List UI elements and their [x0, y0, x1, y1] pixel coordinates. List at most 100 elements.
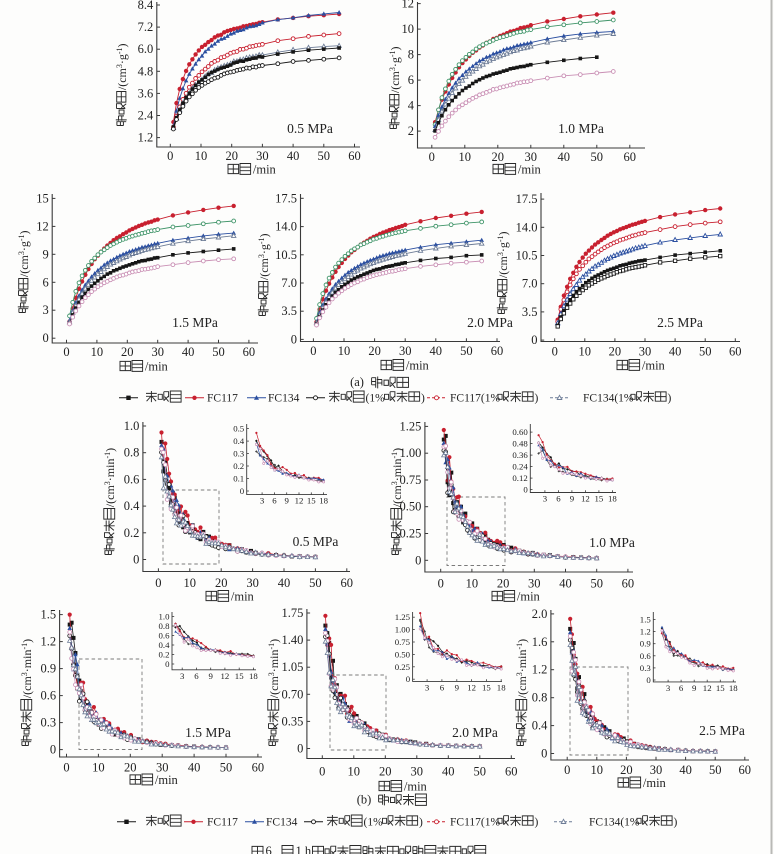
- svg-text:/(cm3·g-1): /(cm3·g-1): [17, 230, 31, 277]
- svg-text:9: 9: [455, 682, 460, 692]
- svg-text:8: 8: [408, 48, 414, 62]
- svg-text:12: 12: [703, 683, 712, 693]
- svg-text:40: 40: [287, 149, 300, 163]
- svg-text:10: 10: [184, 576, 197, 590]
- svg-text:50: 50: [699, 345, 712, 359]
- svg-text:4.8: 4.8: [138, 64, 154, 78]
- svg-text:6: 6: [556, 494, 561, 504]
- svg-text:0.5 MPa: 0.5 MPa: [293, 534, 339, 549]
- svg-text:30: 30: [650, 763, 663, 777]
- svg-text:10: 10: [195, 149, 208, 163]
- svg-text:6.0: 6.0: [138, 42, 154, 56]
- svg-text:9: 9: [284, 496, 289, 506]
- svg-text:0.24: 0.24: [512, 462, 528, 472]
- svg-text:30: 30: [156, 761, 169, 775]
- svg-text:6: 6: [440, 682, 445, 692]
- svg-text:10: 10: [591, 763, 604, 777]
- svg-text:14.0: 14.0: [275, 220, 297, 234]
- svg-text:20: 20: [497, 577, 510, 591]
- svg-text:/min: /min: [231, 590, 255, 604]
- svg-text:3: 3: [666, 683, 671, 693]
- svg-text:17.5: 17.5: [516, 192, 538, 206]
- svg-text:/min: /min: [406, 359, 430, 373]
- svg-text:1.5: 1.5: [640, 615, 652, 625]
- svg-text:/(cm3·g-1): /(cm3·g-1): [496, 231, 510, 278]
- svg-text:60: 60: [505, 765, 518, 779]
- svg-text:15: 15: [235, 671, 244, 681]
- svg-text:(b): (b): [357, 793, 372, 807]
- svg-text:12: 12: [36, 219, 49, 233]
- svg-text:20: 20: [379, 765, 392, 779]
- svg-text:50: 50: [318, 149, 331, 163]
- svg-text:2.0 MPa: 2.0 MPa: [452, 725, 498, 740]
- svg-text:0: 0: [552, 345, 558, 359]
- svg-text:40: 40: [558, 150, 571, 164]
- svg-text:/min: /min: [643, 776, 667, 790]
- svg-text:10: 10: [348, 765, 361, 779]
- svg-text:/min: /min: [517, 590, 541, 604]
- svg-text:/(cm3·g-1): /(cm3·g-1): [115, 43, 129, 90]
- svg-text:0.3: 0.3: [40, 716, 56, 730]
- svg-text:7.0: 7.0: [281, 276, 297, 290]
- svg-text:60: 60: [622, 577, 635, 591]
- svg-text:0.2: 0.2: [233, 461, 244, 471]
- svg-text:0: 0: [646, 675, 651, 685]
- svg-text:/min: /min: [642, 359, 666, 373]
- svg-text:30: 30: [246, 576, 259, 590]
- svg-text:0.5: 0.5: [233, 424, 245, 434]
- svg-text:0: 0: [310, 344, 316, 358]
- svg-text:30: 30: [639, 345, 652, 359]
- svg-text:10: 10: [92, 761, 105, 775]
- svg-text:12: 12: [221, 671, 230, 681]
- svg-text:0: 0: [63, 345, 69, 359]
- svg-text:0: 0: [415, 553, 421, 567]
- svg-text:40: 40: [188, 761, 201, 775]
- svg-text:0.1: 0.1: [233, 474, 244, 484]
- svg-text:0.6: 0.6: [159, 631, 171, 641]
- svg-text:/min: /min: [518, 163, 542, 177]
- svg-text:0.12: 0.12: [512, 473, 527, 483]
- svg-text:): ): [419, 817, 423, 829]
- svg-text:50: 50: [474, 765, 487, 779]
- svg-text:60: 60: [348, 149, 361, 163]
- svg-text:7.2: 7.2: [138, 20, 154, 34]
- svg-text:0.8: 0.8: [159, 621, 171, 631]
- svg-text:12: 12: [581, 494, 590, 504]
- svg-text:10: 10: [579, 345, 592, 359]
- svg-text:(1%: (1%: [366, 393, 386, 405]
- svg-text:1.6: 1.6: [532, 635, 548, 649]
- svg-text:20: 20: [124, 761, 137, 775]
- svg-text:60: 60: [252, 761, 265, 775]
- svg-text:1.25: 1.25: [400, 419, 422, 433]
- svg-text:0: 0: [531, 333, 537, 347]
- svg-text:40: 40: [559, 577, 572, 591]
- svg-text:3: 3: [543, 494, 548, 504]
- svg-text:0.50: 0.50: [400, 500, 422, 514]
- svg-text:60: 60: [243, 345, 256, 359]
- svg-text:2: 2: [408, 124, 414, 138]
- svg-text:30: 30: [256, 149, 269, 163]
- svg-text:15: 15: [482, 682, 491, 692]
- svg-text:0: 0: [50, 743, 56, 757]
- svg-text:18: 18: [319, 496, 328, 506]
- svg-text:0: 0: [429, 150, 435, 164]
- svg-text:1.0 MPa: 1.0 MPa: [558, 121, 604, 136]
- svg-text:FC134: FC134: [266, 817, 298, 829]
- svg-text:3: 3: [180, 671, 185, 681]
- svg-text:0: 0: [319, 765, 325, 779]
- svg-text:6: 6: [679, 683, 684, 693]
- svg-text:1.40: 1.40: [282, 633, 304, 647]
- svg-text:0.2: 0.2: [124, 526, 140, 540]
- svg-text:0.50: 0.50: [395, 649, 411, 659]
- svg-text:0: 0: [165, 659, 170, 669]
- svg-text:0.48: 0.48: [512, 439, 528, 449]
- svg-text:10.5: 10.5: [516, 249, 538, 263]
- svg-text:1.75: 1.75: [282, 606, 304, 620]
- svg-text:3: 3: [42, 303, 48, 317]
- svg-text:FC117(1%: FC117(1%: [450, 393, 500, 405]
- svg-text:(1%: (1%: [364, 817, 384, 829]
- svg-text:30: 30: [399, 344, 412, 358]
- svg-text:0: 0: [541, 747, 547, 761]
- svg-text:0: 0: [406, 674, 411, 684]
- svg-text:0: 0: [438, 577, 444, 591]
